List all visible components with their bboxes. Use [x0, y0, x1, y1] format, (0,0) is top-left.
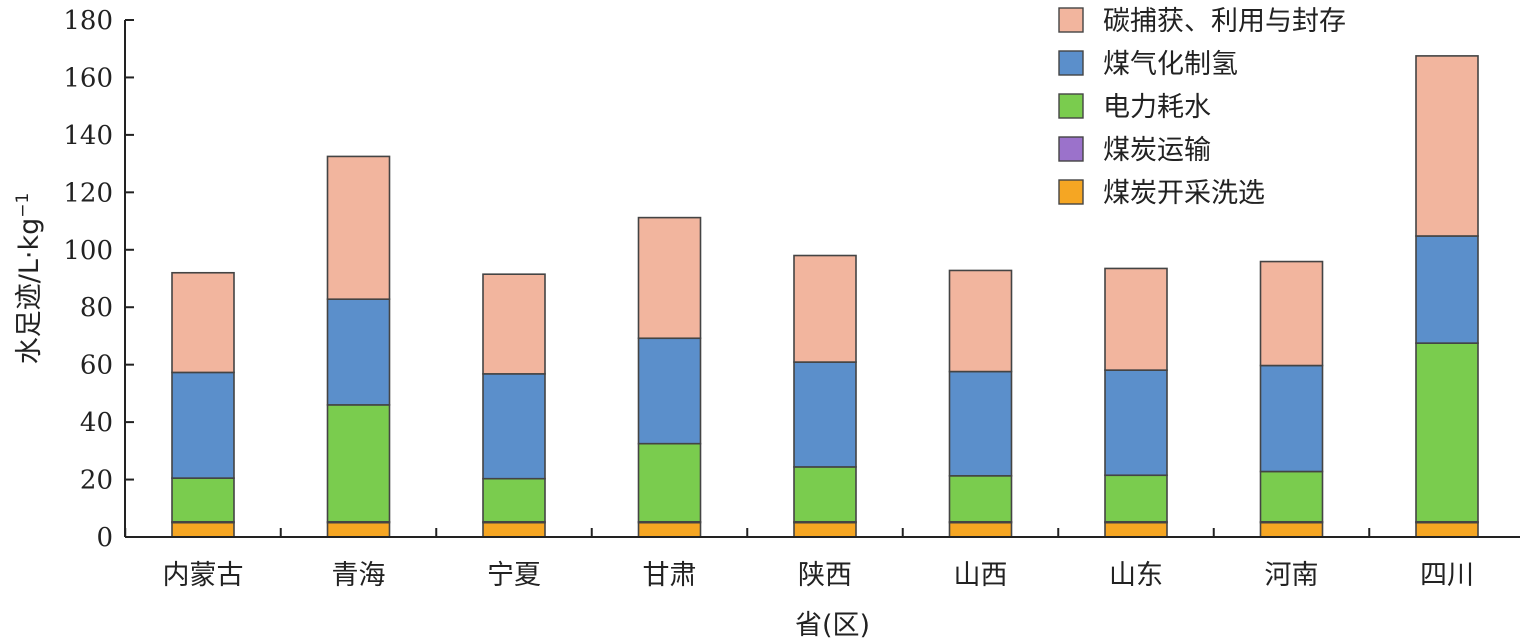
bar-segment — [793, 361, 857, 468]
bar-segment — [1104, 474, 1168, 523]
legend-swatch — [1058, 7, 1084, 33]
bar-segment — [326, 404, 391, 523]
y-tick-label: 20 — [80, 466, 113, 496]
bar-segment — [171, 271, 235, 374]
y-tick-label: 0 — [96, 523, 113, 553]
axes-layer — [124, 20, 1520, 538]
x-category-label: 内蒙古 — [163, 560, 244, 591]
bar-stack — [482, 273, 546, 538]
legend-swatch — [1058, 93, 1084, 119]
x-category-label: 河南 — [1265, 560, 1319, 591]
y-tick-label: 60 — [80, 351, 113, 381]
bar-segment — [482, 273, 546, 375]
legend-swatch — [1058, 50, 1084, 76]
bar-segment — [1104, 369, 1168, 477]
bar-segment — [171, 371, 235, 479]
x-category-label: 宁夏 — [487, 560, 541, 591]
bar-segment — [1104, 521, 1168, 538]
legend-swatch — [1058, 179, 1084, 205]
bar-segment — [948, 521, 1013, 538]
y-tick-label: 160 — [63, 63, 113, 93]
legend-label: 煤气化制氢 — [1103, 49, 1238, 80]
y-ticks-layer: 0 20 40 60 80 100 120 140 160 180 — [63, 6, 134, 553]
bar-segment — [482, 373, 546, 480]
x-category-label: 青海 — [332, 560, 386, 591]
bar-segment — [482, 477, 546, 523]
bar-segment — [637, 521, 702, 538]
legend-swatch — [1058, 136, 1084, 162]
bar-stack — [1259, 260, 1324, 538]
bar-segment — [171, 521, 235, 538]
x-category-label: 山东 — [1109, 560, 1163, 591]
y-tick-label: 140 — [63, 121, 113, 151]
bar-segment — [948, 475, 1013, 523]
bar-stack — [326, 155, 391, 538]
y-tick-label: 180 — [63, 6, 113, 36]
y-tick-label: 100 — [63, 236, 113, 266]
bar-segment — [1259, 364, 1324, 473]
bar-segment — [793, 521, 857, 538]
legend-label: 碳捕获、利用与封存 — [1103, 6, 1346, 37]
bar-segment — [793, 466, 857, 523]
bar-stack — [948, 269, 1013, 538]
legend-label: 煤炭运输 — [1103, 135, 1211, 166]
bar-segment — [326, 521, 391, 538]
bar-segment — [1259, 470, 1324, 523]
y-axis-title: 水足迹/L·kg−1 — [13, 193, 45, 365]
bar-segment — [948, 269, 1013, 373]
bar-stack — [1104, 267, 1168, 538]
bar-stack — [637, 216, 702, 538]
bar-segment — [637, 337, 702, 445]
legend-label: 煤炭开采洗选 — [1103, 178, 1265, 209]
bar-segment — [326, 298, 391, 406]
bar-segment — [1415, 235, 1479, 344]
bar-segment — [1104, 267, 1168, 371]
y-tick-label: 120 — [63, 178, 113, 208]
bar-segment — [793, 254, 857, 363]
bar-stack — [171, 271, 235, 538]
bar-segment — [1415, 521, 1479, 538]
bar-segment — [1415, 55, 1479, 237]
bar-segment — [1259, 260, 1324, 367]
y-tick-label: 80 — [80, 293, 113, 323]
y-axis-title-superscript: −1 — [13, 193, 33, 218]
y-tick-label: 40 — [80, 408, 113, 438]
x-category-label: 山西 — [954, 560, 1008, 591]
bar-stack — [1415, 55, 1479, 538]
x-ticks-layer: 内蒙古 青海 宁夏 甘肃 陕西 山西 山东 河南 四川 — [124, 528, 1474, 591]
y-axis-title-main: 水足迹/L·kg — [14, 218, 45, 365]
x-category-label: 陕西 — [798, 560, 852, 591]
bar-segment — [171, 477, 235, 523]
bar-segment — [637, 216, 702, 340]
x-axis-title: 省(区) — [795, 610, 870, 641]
bar-segment — [637, 442, 702, 523]
bars-layer — [171, 55, 1479, 538]
bar-segment — [948, 370, 1013, 477]
bar-segment — [1415, 342, 1479, 523]
bar-segment — [1259, 521, 1324, 538]
bar-stack — [793, 254, 857, 538]
x-category-label: 甘肃 — [643, 560, 697, 591]
x-category-label: 四川 — [1420, 560, 1474, 591]
bar-segment — [326, 155, 391, 300]
bar-segment — [482, 521, 546, 538]
legend-label: 电力耗水 — [1103, 92, 1211, 123]
